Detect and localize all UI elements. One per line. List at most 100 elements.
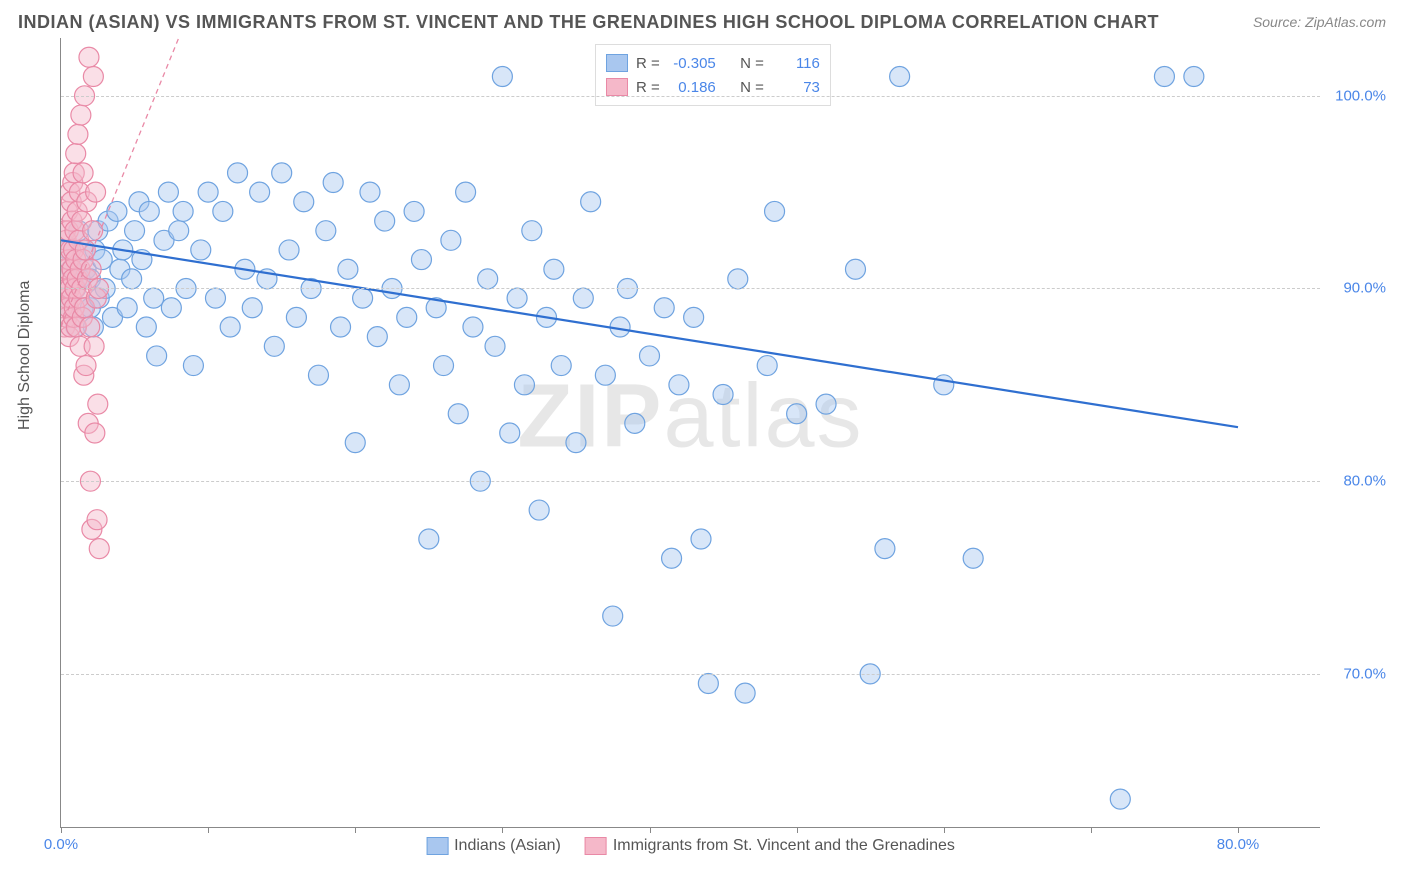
scatter-point <box>213 201 233 221</box>
scatter-point <box>757 356 777 376</box>
scatter-point <box>698 673 718 693</box>
scatter-point <box>1110 789 1130 809</box>
scatter-point <box>573 288 593 308</box>
scatter-point <box>125 221 145 241</box>
scatter-point <box>654 298 674 318</box>
scatter-point <box>691 529 711 549</box>
scatter-point <box>441 230 461 250</box>
series-legend: Indians (Asian) Immigrants from St. Vince… <box>426 837 955 855</box>
scatter-point <box>375 211 395 231</box>
scatter-point <box>191 240 211 260</box>
scatter-point <box>173 201 193 221</box>
scatter-point <box>507 288 527 308</box>
scatter-point <box>514 375 534 395</box>
scatter-point <box>353 288 373 308</box>
scatter-point <box>478 269 498 289</box>
source-attribution: Source: ZipAtlas.com <box>1253 14 1386 30</box>
scatter-point <box>228 163 248 183</box>
scatter-point <box>625 413 645 433</box>
scatter-point <box>1154 67 1174 87</box>
scatter-point <box>79 47 99 67</box>
scatter-point <box>158 182 178 202</box>
scatter-point <box>397 307 417 327</box>
x-tick-mark <box>944 827 945 833</box>
scatter-point <box>279 240 299 260</box>
scatter-point <box>87 510 107 530</box>
scatter-point <box>735 683 755 703</box>
scatter-point <box>316 221 336 241</box>
scatter-point <box>500 423 520 443</box>
scatter-point <box>66 144 86 164</box>
scatter-point <box>144 288 164 308</box>
scatter-point <box>272 163 292 183</box>
scatter-point <box>360 182 380 202</box>
scatter-point <box>286 307 306 327</box>
gridline-h <box>61 481 1320 482</box>
scatter-point <box>117 298 137 318</box>
r-value: -0.305 <box>668 55 716 72</box>
scatter-point <box>183 356 203 376</box>
scatter-point <box>205 288 225 308</box>
scatter-point <box>84 336 104 356</box>
scatter-point <box>81 259 101 279</box>
scatter-point <box>551 356 571 376</box>
scatter-point <box>456 182 476 202</box>
scatter-point <box>544 259 564 279</box>
scatter-point <box>331 317 351 337</box>
scatter-point <box>845 259 865 279</box>
scatter-point <box>934 375 954 395</box>
x-tick-mark <box>355 827 356 833</box>
legend-swatch <box>426 837 448 855</box>
scatter-point <box>71 105 91 125</box>
scatter-point <box>669 375 689 395</box>
y-tick-label: 100.0% <box>1326 87 1386 104</box>
x-tick-mark <box>1091 827 1092 833</box>
scatter-point <box>220 317 240 337</box>
scatter-point <box>250 182 270 202</box>
x-tick-mark <box>797 827 798 833</box>
scatter-plot-area: ZIPatlas R = -0.305 N = 116R = 0.186 N =… <box>60 38 1320 828</box>
scatter-point <box>963 548 983 568</box>
x-tick-label: 80.0% <box>1217 836 1260 853</box>
scatter-point <box>434 356 454 376</box>
scatter-point <box>107 201 127 221</box>
scatter-point <box>1184 67 1204 87</box>
scatter-point <box>136 317 156 337</box>
scatter-point <box>389 375 409 395</box>
legend-item: Immigrants from St. Vincent and the Gren… <box>585 837 955 855</box>
scatter-point <box>198 182 218 202</box>
x-tick-mark <box>650 827 651 833</box>
scatter-point <box>529 500 549 520</box>
scatter-point <box>411 250 431 270</box>
x-tick-label: 0.0% <box>44 836 78 853</box>
scatter-point <box>169 221 189 241</box>
scatter-svg <box>61 38 1321 828</box>
scatter-point <box>787 404 807 424</box>
legend-label: Indians (Asian) <box>454 837 561 855</box>
legend-swatch <box>606 54 628 72</box>
n-value: 116 <box>772 55 820 72</box>
gridline-h <box>61 674 1320 675</box>
y-tick-label: 80.0% <box>1326 473 1386 490</box>
scatter-point <box>816 394 836 414</box>
scatter-point <box>463 317 483 337</box>
scatter-point <box>684 307 704 327</box>
scatter-point <box>85 423 105 443</box>
scatter-point <box>419 529 439 549</box>
scatter-point <box>68 124 88 144</box>
scatter-point <box>566 433 586 453</box>
scatter-point <box>83 67 103 87</box>
scatter-point <box>147 346 167 366</box>
scatter-point <box>875 539 895 559</box>
scatter-point <box>713 384 733 404</box>
y-tick-label: 70.0% <box>1326 665 1386 682</box>
scatter-point <box>367 327 387 347</box>
legend-swatch <box>585 837 607 855</box>
scatter-point <box>345 433 365 453</box>
x-tick-mark <box>502 827 503 833</box>
r-value: 0.186 <box>668 79 716 96</box>
scatter-point <box>264 336 284 356</box>
legend-swatch <box>606 78 628 96</box>
y-tick-label: 90.0% <box>1326 280 1386 297</box>
scatter-point <box>89 539 109 559</box>
